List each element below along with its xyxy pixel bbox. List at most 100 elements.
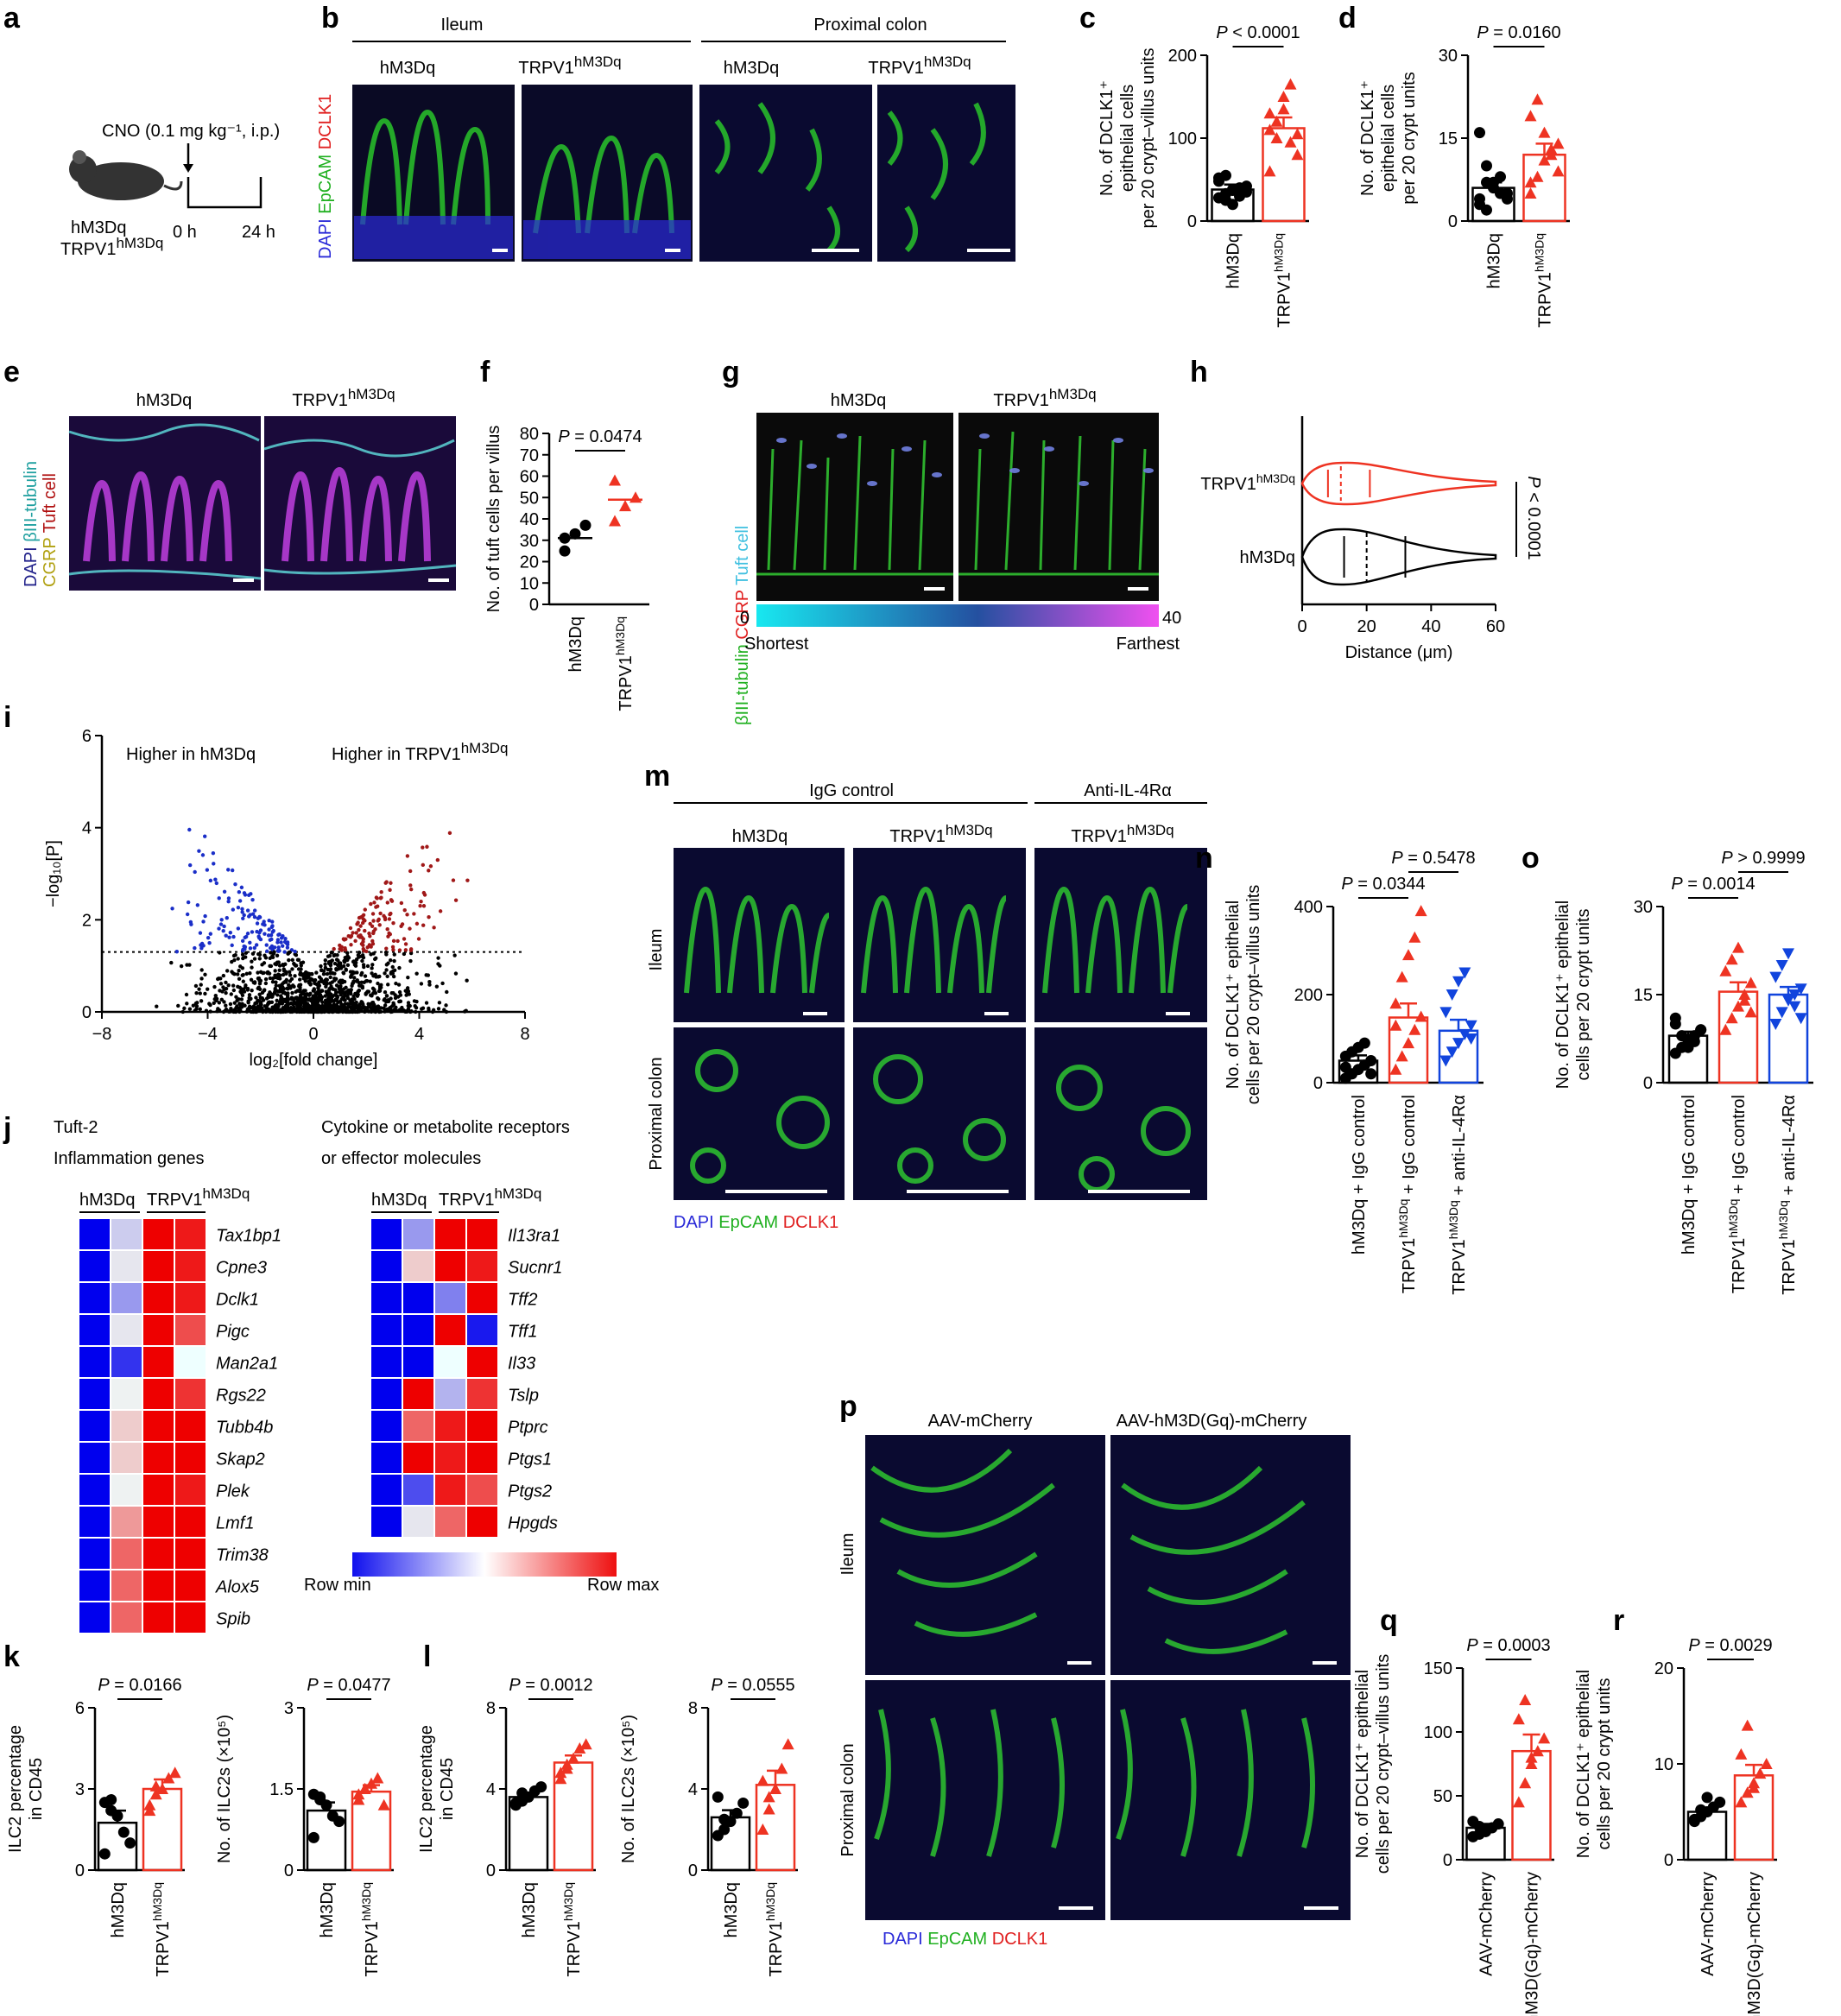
i-point-1254 [405,913,409,917]
i-ytick-label-1: 2 [82,911,92,930]
i-point-856 [256,986,260,991]
o-pt-2-0 [1769,1019,1782,1030]
i-point-760 [406,1001,411,1005]
i-point-154 [378,896,383,901]
i-point-1125 [211,850,216,856]
i-point-1420 [231,983,236,988]
i-point-1452 [335,952,339,957]
i-point-1383 [383,1009,387,1014]
i-point-999 [397,948,402,952]
c-pt-1-10 [1263,107,1276,119]
i-point-1042 [346,988,351,993]
q-pt-1-0 [1512,1796,1525,1808]
i-point-629 [207,940,212,945]
chart-i: −8 −4 0 4 8 0 2 4 6 log₂[fold change] −log₁₀[P] [44,727,530,1070]
i-point-935 [369,945,373,949]
i-point-386 [317,975,322,979]
i-point-1393 [301,996,306,1001]
i-point-1207 [285,986,289,991]
i-point-817 [391,1001,395,1005]
i-point-1187 [263,932,267,936]
c-ylabel-0: No. of DCLK1⁺ [1098,80,1117,196]
chart-k1: 0 3 6 ILC2 percentage in CD45 hM3Dq TRPV1hM3Dq… [6,1676,185,1977]
i-point-27 [416,937,421,941]
i-point-965 [230,970,234,974]
i-point-1354 [287,983,291,988]
n-pt-1-1 [1395,1050,1408,1062]
o-ytick-label-1: 15 [1634,986,1653,1005]
i-point-606 [395,938,400,944]
l2-ylabel-0: No. of ILC2s (×10⁵) [619,1715,638,1863]
i-point-590 [240,938,245,944]
i-point-1046 [307,993,312,997]
i-point-1277 [218,982,224,986]
i-point-422 [193,869,197,875]
i-point-1435 [308,982,313,986]
i-point-1048 [261,1009,265,1014]
i-point-1239 [324,989,328,994]
d-pt-1-2 [1538,154,1551,166]
n-pt-1-6 [1395,970,1408,983]
i-point-1493 [374,1008,378,1013]
i-point-829 [328,1003,332,1008]
n-pt-1-0 [1389,1063,1402,1075]
i-point-1433 [270,1008,275,1012]
t24-label: 24 h [242,223,275,242]
i-point-1040 [257,936,262,940]
i-point-1101 [375,896,379,901]
i-point-754 [282,939,288,945]
i-point-1333 [382,1006,386,1011]
i-point-698 [421,1006,426,1010]
panel-letter-g: g [722,356,740,389]
i-point-985 [219,918,224,922]
i-point-1442 [259,1006,264,1010]
i-point-322 [392,958,396,964]
i-point-719 [182,1006,187,1011]
i-point-978 [351,994,356,999]
i-point-1440 [364,990,370,995]
i-point-1410 [351,1003,355,1008]
i-point-1359 [356,920,360,925]
i-point-562 [386,983,390,987]
h-xtick-label-3: 60 [1486,617,1505,636]
i-point-1210 [236,905,241,910]
q-pt-1-4 [1538,1732,1551,1744]
j1-cell-5-1 [111,1379,142,1409]
c-pt-1-6 [1270,115,1283,127]
o-pt-2-8 [1788,1001,1801,1013]
i-point-147 [328,975,332,980]
j1-cell-1-1 [111,1251,142,1281]
i-point-1331 [343,1005,348,1010]
l1-pt-1-5 [554,1766,567,1779]
i-point-1317 [258,1002,263,1007]
l1-pt-0-6 [516,1787,528,1799]
i-point-557 [199,999,204,1003]
i-point-1285 [362,980,366,985]
i-point-1432 [243,945,248,949]
cbar-shortest: Shortest [744,635,809,654]
c-pt-0-9 [1241,186,1252,198]
i-point-1237 [341,995,346,999]
i-point-739 [318,993,323,998]
i-point-1 [237,969,241,973]
i-point-569 [440,981,445,986]
i-point-1290 [283,937,288,941]
chart-l1: 0 4 8 ILC2 percentage in CD45 hM3Dq TRPV1hM3Dq… [417,1676,596,1977]
i-point-1186 [296,957,301,962]
i-point-1161 [389,970,394,975]
j1-cell-7-2 [143,1443,174,1473]
i-point-456 [284,971,288,976]
i-point-1199 [388,888,392,892]
i-point-921 [268,956,272,961]
k1-pt-0-2 [111,1810,123,1822]
i-point-48 [427,983,432,987]
i-point-91 [281,972,286,977]
h-violin-1 [1300,528,1497,586]
d-pt-0-11 [1481,176,1492,188]
j1-col2: TRPV1hM3Dq [147,1185,250,1210]
panel-letter-q: q [1380,1604,1398,1637]
l2-cat-0: hM3Dq [722,1882,741,1937]
j1-cell-0-1 [111,1219,142,1249]
i-point-1463 [340,1004,345,1009]
i-point-1338 [352,970,357,975]
